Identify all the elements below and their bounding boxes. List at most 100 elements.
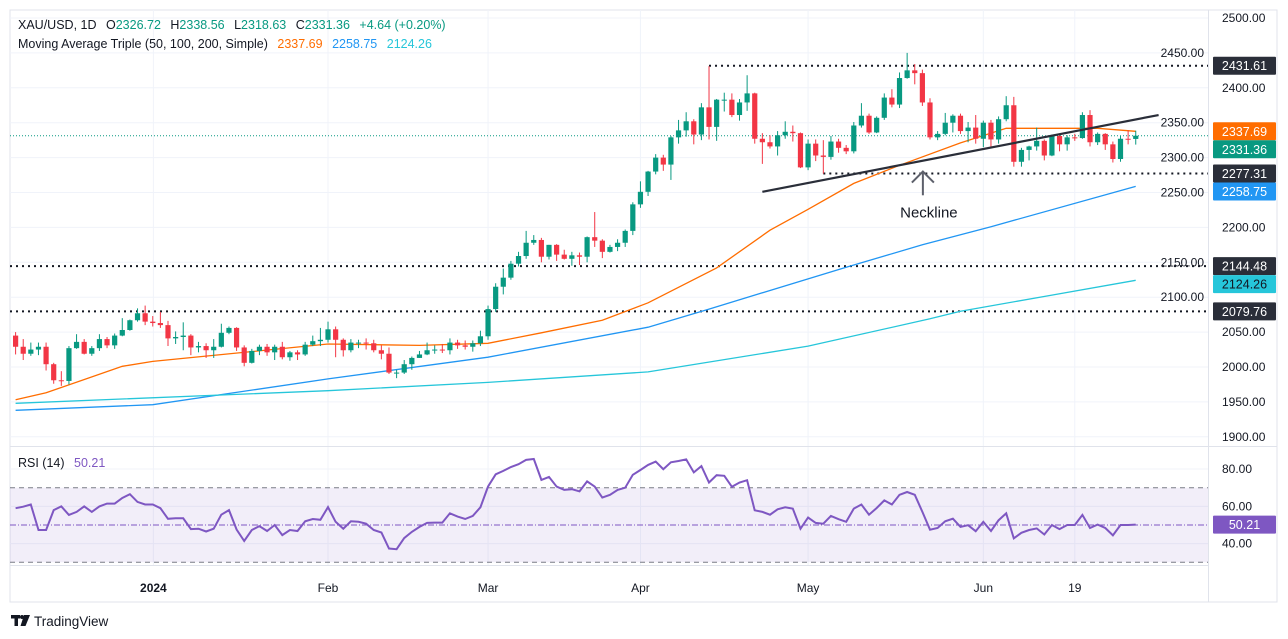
candle[interactable] <box>813 139 819 162</box>
candle[interactable] <box>1102 133 1108 150</box>
candle[interactable] <box>538 237 544 263</box>
candle[interactable] <box>13 332 19 355</box>
candle[interactable] <box>691 119 697 145</box>
candle[interactable] <box>508 260 514 280</box>
candle[interactable] <box>378 345 384 360</box>
candle[interactable] <box>1133 130 1139 145</box>
candle[interactable] <box>881 93 887 120</box>
candle[interactable] <box>477 330 484 347</box>
candle[interactable] <box>134 308 141 322</box>
ma-legend[interactable]: Moving Average Triple (50, 100, 200, Sim… <box>18 37 432 51</box>
candle[interactable] <box>828 135 834 160</box>
candle[interactable] <box>843 145 849 155</box>
candle[interactable] <box>340 338 346 357</box>
candle[interactable] <box>180 322 186 351</box>
ma50-line[interactable] <box>15 127 1136 401</box>
candle[interactable] <box>576 252 583 266</box>
candle[interactable] <box>142 305 148 326</box>
candle[interactable] <box>866 113 872 134</box>
candle[interactable] <box>127 319 133 331</box>
candle[interactable] <box>439 343 445 354</box>
candle[interactable] <box>272 344 278 361</box>
candle[interactable] <box>698 103 704 141</box>
candle[interactable] <box>1095 132 1101 146</box>
candle[interactable] <box>28 342 34 356</box>
candle[interactable] <box>599 239 605 259</box>
candle[interactable] <box>790 125 796 142</box>
candle[interactable] <box>660 154 666 171</box>
price-pane[interactable]: Neckline <box>10 52 1208 411</box>
candle[interactable] <box>1117 135 1124 162</box>
candle[interactable] <box>485 305 491 340</box>
candle[interactable] <box>744 75 750 111</box>
candle[interactable] <box>43 342 49 371</box>
candle[interactable] <box>493 283 499 312</box>
candle[interactable] <box>1072 133 1078 141</box>
candle[interactable] <box>409 356 415 370</box>
candle[interactable] <box>569 251 575 266</box>
candle[interactable] <box>874 116 880 134</box>
candle[interactable] <box>1064 135 1070 151</box>
candle[interactable] <box>584 236 590 263</box>
candle[interactable] <box>927 98 933 140</box>
candle[interactable] <box>165 320 171 347</box>
candle[interactable] <box>546 244 552 260</box>
neckline-annotation[interactable]: Neckline <box>900 205 958 222</box>
candle[interactable] <box>645 170 651 196</box>
candle[interactable] <box>188 334 194 356</box>
neckline-trendline[interactable] <box>762 113 1159 193</box>
candle[interactable] <box>333 326 339 358</box>
candle[interactable] <box>889 89 895 108</box>
candle[interactable] <box>1110 141 1116 163</box>
candle[interactable] <box>988 119 994 148</box>
candle[interactable] <box>294 350 301 361</box>
candle[interactable] <box>706 66 712 140</box>
candle[interactable] <box>1026 145 1032 161</box>
candle[interactable] <box>355 339 362 349</box>
candle[interactable] <box>957 113 964 134</box>
candle[interactable] <box>607 244 613 253</box>
symbol-legend[interactable]: XAU/USD, 1D O2326.72 H2338.56 L2318.63 C… <box>18 18 446 32</box>
candle[interactable] <box>531 235 537 245</box>
candle[interactable] <box>58 371 64 386</box>
candle[interactable] <box>919 69 925 106</box>
candle[interactable] <box>112 333 118 349</box>
candle[interactable] <box>20 339 26 361</box>
candle[interactable] <box>218 323 224 348</box>
candle[interactable] <box>211 339 217 358</box>
candle[interactable] <box>432 345 438 354</box>
ma100-line[interactable] <box>15 185 1136 411</box>
candle[interactable] <box>424 342 430 356</box>
candle[interactable] <box>782 121 788 139</box>
candle[interactable] <box>195 341 202 353</box>
candle[interactable] <box>1018 147 1025 167</box>
candle[interactable] <box>401 360 407 374</box>
candle[interactable] <box>973 115 979 144</box>
candle[interactable] <box>523 230 529 259</box>
candle[interactable] <box>614 239 621 252</box>
candle[interactable] <box>622 229 628 247</box>
candle[interactable] <box>820 140 826 174</box>
candle[interactable] <box>851 122 857 154</box>
candle[interactable] <box>348 339 354 353</box>
candle[interactable] <box>256 344 263 356</box>
candle[interactable] <box>668 135 674 180</box>
price-axis[interactable]: 2500.00 2450.00 2400.00 2350.00 2300.00 2250.… <box>1161 11 1266 551</box>
candle[interactable] <box>912 64 918 85</box>
candle[interactable] <box>241 345 247 367</box>
candle[interactable] <box>394 369 400 379</box>
candle[interactable] <box>119 318 125 337</box>
rsi-line[interactable] <box>15 457 1136 551</box>
candle[interactable] <box>1011 96 1017 167</box>
candle[interactable] <box>203 343 209 358</box>
candle[interactable] <box>1056 134 1063 152</box>
tradingview-logo[interactable]: TradingView <box>11 614 109 629</box>
candle[interactable] <box>995 116 1002 144</box>
candle[interactable] <box>805 139 811 171</box>
candle[interactable] <box>752 92 758 144</box>
candle[interactable] <box>325 321 331 343</box>
candle[interactable] <box>386 347 392 374</box>
candle[interactable] <box>173 331 179 344</box>
candle[interactable] <box>858 103 865 128</box>
